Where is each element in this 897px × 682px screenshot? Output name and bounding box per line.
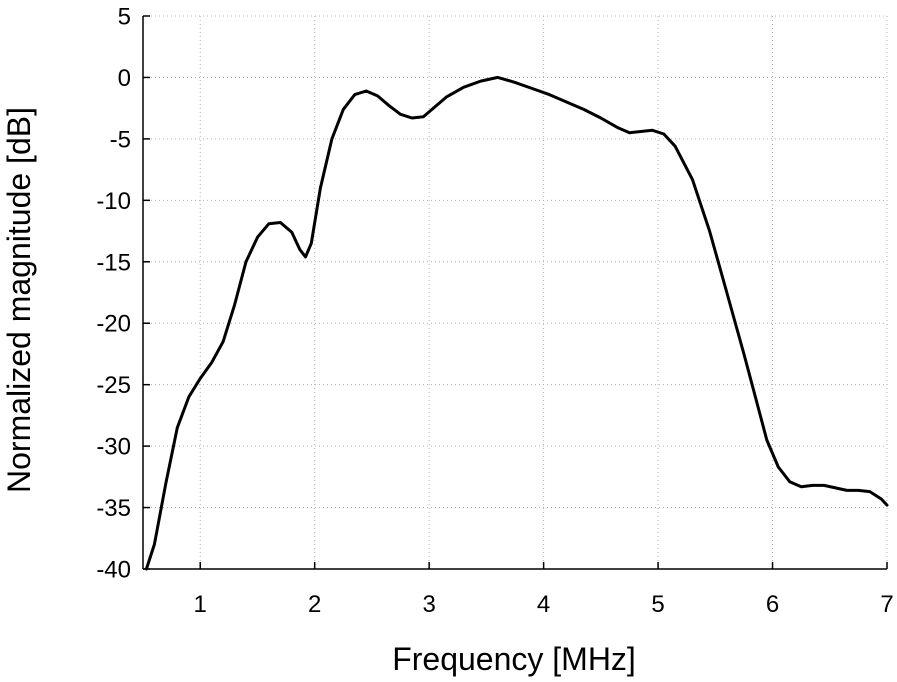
series-layer — [144, 75, 889, 571]
x-tick-label: 3 — [422, 591, 435, 618]
y-axis-title: Normalized magnitude [dB] — [1, 107, 37, 493]
y-tick-label: -5 — [110, 126, 131, 153]
x-tick-label: 7 — [880, 591, 893, 618]
x-tick-label: 5 — [651, 591, 664, 618]
x-tick-label: 4 — [537, 591, 550, 618]
x-tick-label: 2 — [308, 591, 321, 618]
x-tick-label: 1 — [194, 591, 207, 618]
y-tick-label: -10 — [96, 188, 131, 215]
series-line — [144, 75, 889, 571]
y-tick-label: -25 — [96, 372, 131, 399]
y-tick-label: -35 — [96, 495, 131, 522]
y-tick-label: 5 — [118, 4, 131, 31]
y-tick-label: -20 — [96, 311, 131, 338]
x-tick-label: 6 — [766, 591, 779, 618]
y-tick-label: 0 — [118, 65, 131, 92]
y-tick-label: -15 — [96, 249, 131, 276]
tick-label-layer: 1 2 3 4 5 6 7 5 0 -5 -10 -15 -20 -25 -30 -35 -40 — [96, 4, 893, 619]
x-axis-title: Frequency [MHz] — [392, 641, 636, 677]
y-tick-label: -30 — [96, 434, 131, 461]
y-tick-label: -40 — [96, 557, 131, 584]
axes-layer — [142, 15, 888, 570]
grid-layer — [143, 15, 888, 570]
